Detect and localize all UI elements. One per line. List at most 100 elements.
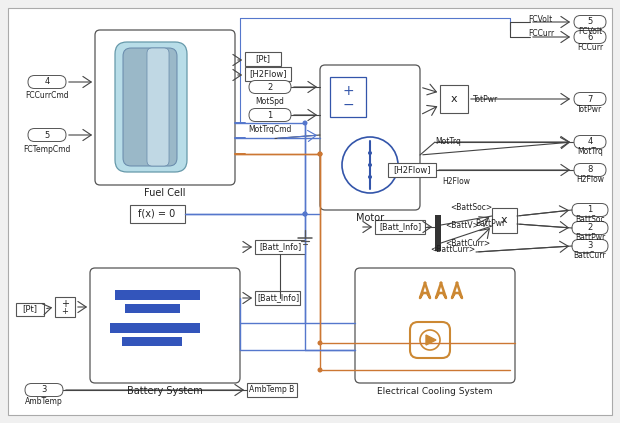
Bar xyxy=(110,323,200,333)
Text: AmbTemp B: AmbTemp B xyxy=(249,385,294,395)
FancyBboxPatch shape xyxy=(574,16,606,28)
Text: Electrical Cooling System: Electrical Cooling System xyxy=(377,387,493,396)
Text: FCVolt: FCVolt xyxy=(528,14,552,24)
Circle shape xyxy=(317,368,322,373)
Text: BattPwr: BattPwr xyxy=(575,233,605,242)
Bar xyxy=(330,77,366,117)
Text: 1: 1 xyxy=(587,206,593,214)
Text: <BattV>: <BattV> xyxy=(445,220,479,230)
Text: MotTrqCmd: MotTrqCmd xyxy=(249,124,291,134)
Text: BattPwr: BattPwr xyxy=(475,220,505,228)
Circle shape xyxy=(303,121,308,126)
Bar xyxy=(388,163,436,177)
Bar xyxy=(375,220,425,234)
Bar xyxy=(255,291,300,305)
Text: H2Flow: H2Flow xyxy=(576,176,604,184)
Bar xyxy=(435,215,441,251)
Text: [H2Flow]: [H2Flow] xyxy=(249,69,286,79)
Text: TotPwr: TotPwr xyxy=(473,94,498,104)
Text: 8: 8 xyxy=(587,165,593,175)
Text: [H2Flow]: [H2Flow] xyxy=(393,165,431,175)
Bar xyxy=(125,304,180,313)
Text: AmbTemp: AmbTemp xyxy=(25,398,63,407)
FancyBboxPatch shape xyxy=(28,129,66,142)
Bar xyxy=(122,337,182,346)
Text: 4: 4 xyxy=(587,137,593,146)
FancyBboxPatch shape xyxy=(574,135,606,148)
Circle shape xyxy=(303,212,308,217)
Text: 7: 7 xyxy=(587,94,593,104)
Text: MotSpd: MotSpd xyxy=(255,96,285,105)
Text: FCCurr: FCCurr xyxy=(577,42,603,52)
Bar xyxy=(247,383,297,397)
FancyBboxPatch shape xyxy=(95,30,235,185)
Text: 3: 3 xyxy=(42,385,46,395)
FancyBboxPatch shape xyxy=(249,109,291,121)
Bar xyxy=(130,205,185,223)
Circle shape xyxy=(368,151,372,155)
Text: FCTempCmd: FCTempCmd xyxy=(24,145,71,154)
FancyBboxPatch shape xyxy=(147,48,169,166)
Circle shape xyxy=(420,330,440,350)
FancyBboxPatch shape xyxy=(572,222,608,234)
Text: 6: 6 xyxy=(587,33,593,41)
Text: MotTrq: MotTrq xyxy=(435,137,461,146)
Text: 4: 4 xyxy=(45,77,50,86)
FancyBboxPatch shape xyxy=(572,203,608,217)
FancyBboxPatch shape xyxy=(410,322,450,358)
Text: [Pt]: [Pt] xyxy=(22,305,37,313)
Text: MotTrq: MotTrq xyxy=(577,148,603,157)
Text: Motor: Motor xyxy=(356,213,384,223)
Text: 1: 1 xyxy=(267,110,273,120)
Bar xyxy=(245,52,281,66)
Text: [Batt_Info]: [Batt_Info] xyxy=(379,222,421,231)
Text: 5: 5 xyxy=(45,131,50,140)
Text: FCVolt: FCVolt xyxy=(578,27,602,36)
FancyBboxPatch shape xyxy=(320,65,420,210)
Text: +: + xyxy=(61,299,69,309)
Text: Fuel Cell: Fuel Cell xyxy=(144,188,186,198)
Circle shape xyxy=(368,163,372,167)
Text: x: x xyxy=(501,215,507,225)
Text: FCCurr: FCCurr xyxy=(528,30,554,38)
FancyBboxPatch shape xyxy=(25,384,63,396)
Text: f(x) = 0: f(x) = 0 xyxy=(138,209,175,219)
Circle shape xyxy=(317,151,322,157)
Text: [Pt]: [Pt] xyxy=(255,55,270,63)
Circle shape xyxy=(342,137,398,193)
Text: BattSoc: BattSoc xyxy=(575,215,605,225)
Bar xyxy=(115,290,200,300)
Text: 5: 5 xyxy=(587,17,593,27)
Text: H2Flow: H2Flow xyxy=(442,178,470,187)
Bar xyxy=(440,85,468,113)
Text: <BattCurr>: <BattCurr> xyxy=(445,239,490,247)
Bar xyxy=(255,240,305,254)
FancyBboxPatch shape xyxy=(249,80,291,93)
FancyBboxPatch shape xyxy=(115,42,187,172)
FancyBboxPatch shape xyxy=(90,268,240,383)
Circle shape xyxy=(317,341,322,346)
Text: <BattSoc>: <BattSoc> xyxy=(450,203,492,212)
Circle shape xyxy=(317,151,322,157)
Bar xyxy=(16,303,44,316)
FancyBboxPatch shape xyxy=(572,239,608,253)
Text: [Batt_Info]: [Batt_Info] xyxy=(259,242,301,252)
Text: [Batt_Info]: [Batt_Info] xyxy=(257,294,299,302)
FancyBboxPatch shape xyxy=(28,75,66,88)
Text: 2: 2 xyxy=(267,82,273,91)
Text: FCCurrCmd: FCCurrCmd xyxy=(25,91,69,101)
Bar xyxy=(55,297,75,317)
FancyBboxPatch shape xyxy=(574,30,606,44)
Text: TotPwr: TotPwr xyxy=(577,104,603,113)
Circle shape xyxy=(368,175,372,179)
Text: BattCurr: BattCurr xyxy=(574,252,606,261)
Text: 3: 3 xyxy=(587,242,593,250)
Text: 2: 2 xyxy=(587,223,593,233)
Text: +: + xyxy=(61,307,68,316)
Text: Battery System: Battery System xyxy=(127,386,203,396)
FancyBboxPatch shape xyxy=(123,48,177,166)
Text: <BattCurr>: <BattCurr> xyxy=(430,245,475,255)
Bar xyxy=(492,208,517,233)
Text: x: x xyxy=(451,94,458,104)
Text: −: − xyxy=(342,98,354,112)
